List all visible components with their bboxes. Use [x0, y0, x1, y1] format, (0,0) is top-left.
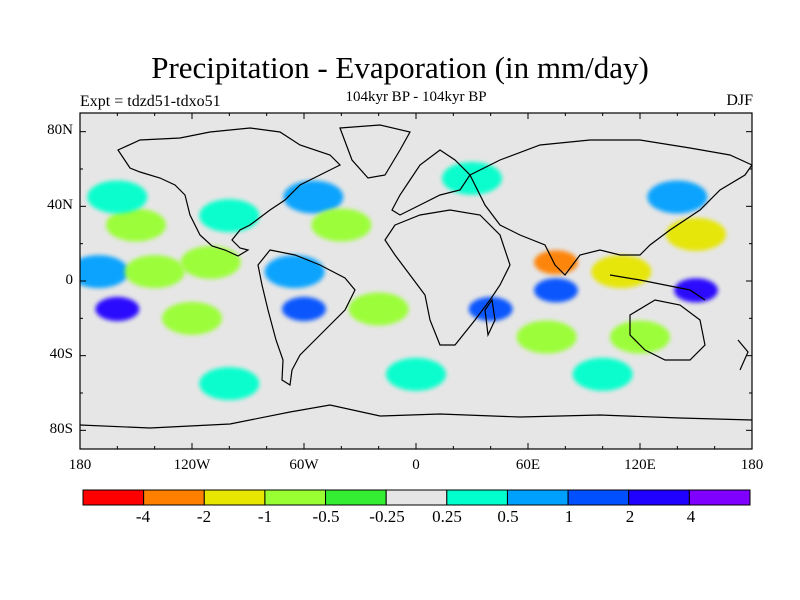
colorbar-label: 0.5: [497, 507, 519, 526]
colorbar-label: -2: [196, 507, 212, 526]
x-tick-60w: 60W: [289, 457, 319, 473]
field-blob: [468, 296, 513, 322]
field-blob: [647, 180, 708, 214]
colorbar-swatch: [506, 489, 569, 506]
colorbar-swatch: [688, 489, 751, 506]
colorbar-label: 2: [625, 507, 635, 526]
field-blob: [282, 296, 326, 322]
coastlines: [80, 124, 752, 429]
experiment-label: Expt = tdzd51-tdxo51: [80, 93, 221, 110]
colorbar-label: 1: [564, 507, 574, 526]
season-label: DJF: [726, 92, 753, 109]
y-tick-80n: 80N: [47, 122, 73, 138]
axis-ticks: [79, 113, 753, 449]
y-tick-40n: 40N: [47, 197, 73, 213]
field-blob: [95, 296, 140, 322]
field-blob: [106, 208, 166, 242]
field-blob: [534, 250, 578, 275]
x-tick-180e: 180: [740, 457, 764, 473]
colorbar-swatch: [325, 489, 387, 506]
colorbar-swatch: [264, 489, 327, 506]
field-blob: [283, 180, 344, 214]
x-tick-120e: 120E: [624, 457, 656, 473]
x-tick-60e: 60E: [515, 457, 541, 473]
page-title: Precipitation - Evaporation (in mm/day): [151, 50, 649, 85]
field-blob: [674, 278, 718, 303]
colorbar-label: -0.5: [312, 507, 340, 526]
colorbar-label: -4: [135, 507, 151, 526]
colorbar-label: 0.25: [432, 507, 462, 526]
field-blob: [404, 227, 465, 261]
field-blob: [610, 320, 670, 354]
field-blob: [180, 245, 241, 279]
field-blob: [591, 255, 652, 289]
map-background: [80, 113, 752, 449]
y-tick-80s: 80S: [49, 421, 73, 437]
x-tick-180w: 180: [68, 457, 92, 473]
field-blob: [311, 208, 372, 242]
colorbar-swatch: [82, 489, 145, 506]
field-blob: [87, 180, 148, 214]
x-tick-120w: 120W: [173, 457, 211, 473]
field-blob: [572, 357, 633, 391]
field-blob: [199, 367, 260, 401]
colorbar-label: -1: [257, 507, 273, 526]
colorbar-label: -0.25: [369, 507, 405, 526]
colorbar-swatch: [203, 489, 266, 506]
field-blob: [516, 320, 577, 354]
field-blob: [124, 255, 185, 289]
colorbar: [82, 489, 751, 506]
field-blob: [162, 301, 222, 335]
colorbar-swatch: [446, 489, 508, 506]
field-blob: [534, 278, 578, 303]
colorbar-label: 4: [686, 507, 696, 526]
colorbar-swatch: [567, 489, 630, 506]
colorbar-swatch: [143, 489, 205, 506]
field-blob: [386, 357, 446, 391]
y-tick-0: 0: [65, 272, 74, 288]
field-blob: [554, 152, 614, 186]
colorbar-swatch: [385, 489, 448, 506]
x-tick-0: 0: [412, 457, 420, 473]
period-label: 104kyr BP - 104kyr BP: [345, 89, 487, 105]
precip-evap-field: [80, 152, 726, 401]
colorbar-swatch: [628, 489, 690, 506]
field-blob: [80, 255, 129, 289]
field-blob: [348, 292, 409, 326]
y-tick-40s: 40S: [49, 346, 73, 362]
field-blob: [264, 255, 325, 289]
field-blob: [199, 199, 260, 233]
field-blob: [666, 217, 726, 251]
